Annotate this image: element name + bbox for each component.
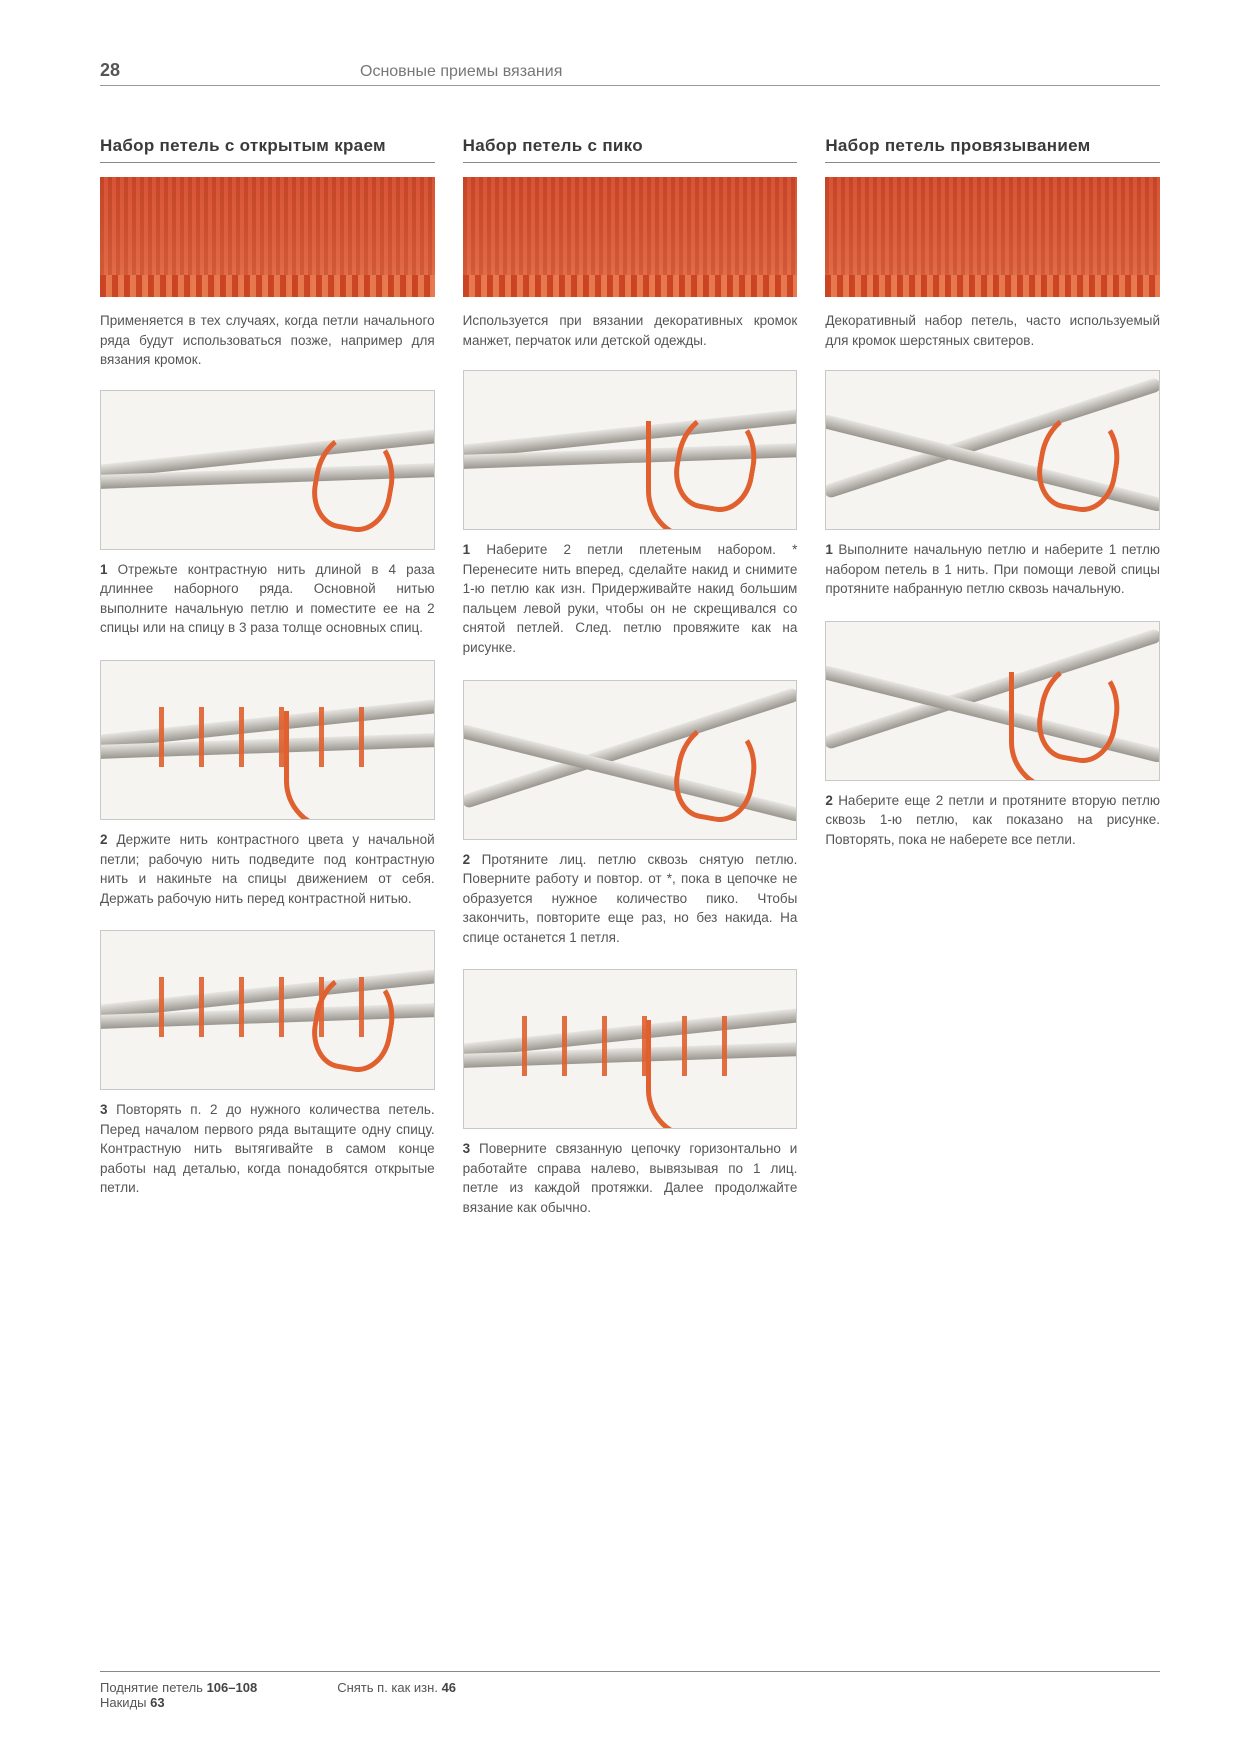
col2-step2: 2 Протяните лиц. петлю сквозь снятую пет… (463, 680, 798, 948)
column-2: Набор петель с пико Используется при вяз… (463, 136, 798, 1240)
col1-title: Набор петель с открытым краем (100, 136, 435, 163)
page-number: 28 (100, 60, 360, 81)
page-header: 28 Основные приемы вязания (100, 60, 1160, 86)
chapter-title: Основные приемы вязания (360, 63, 562, 81)
col3-step2: 2 Наберите еще 2 петли и протяните втору… (825, 621, 1160, 850)
col3-intro: Декоративный набор петель, часто использ… (825, 311, 1160, 350)
col3-title: Набор петель провязыванием (825, 136, 1160, 163)
knit-swatch-2 (463, 177, 798, 297)
step-text: 3 Повторять п. 2 до нужного количества п… (100, 1100, 435, 1198)
col2-intro: Используется при вязании декоративных кр… (463, 311, 798, 350)
step-text: 1 Выполните начальную петлю и наберите 1… (825, 540, 1160, 599)
col1-step1: 1 Отрежьте контрастную нить длиной в 4 р… (100, 390, 435, 638)
col1-step3: 3 Повторять п. 2 до нужного количества п… (100, 930, 435, 1198)
knit-swatch-3 (825, 177, 1160, 297)
footer-ref-2: Снять п. как изн. 46 (337, 1680, 456, 1710)
illustration (463, 680, 798, 840)
step-text: 1 Отрежьте контрастную нить длиной в 4 р… (100, 560, 435, 638)
illustration (825, 370, 1160, 530)
footer-ref-1: Поднятие петель 106–108 Накиды 63 (100, 1680, 257, 1710)
illustration (100, 930, 435, 1090)
column-1: Набор петель с открытым краем Применяетс… (100, 136, 435, 1240)
column-3: Набор петель провязыванием Декоративный … (825, 136, 1160, 1240)
col2-step3: 3 Поверните связанную цепочку горизонтал… (463, 969, 798, 1217)
illustration (463, 969, 798, 1129)
illustration (825, 621, 1160, 781)
illustration (100, 660, 435, 820)
page-footer: Поднятие петель 106–108 Накиды 63 Снять … (100, 1671, 1160, 1710)
col2-step1: 1 Наберите 2 петли плетеным набором. * П… (463, 370, 798, 657)
step-text: 1 Наберите 2 петли плетеным набором. * П… (463, 540, 798, 657)
step-text: 3 Поверните связанную цепочку горизонтал… (463, 1139, 798, 1217)
col1-intro: Применяется в тех случаях, когда петли н… (100, 311, 435, 370)
step-text: 2 Наберите еще 2 петли и протяните втору… (825, 791, 1160, 850)
col2-title: Набор петель с пико (463, 136, 798, 163)
col3-step1: 1 Выполните начальную петлю и наберите 1… (825, 370, 1160, 599)
col1-step2: 2 Держите нить контрастного цвета у нача… (100, 660, 435, 908)
content-columns: Набор петель с открытым краем Применяетс… (100, 136, 1160, 1240)
illustration (100, 390, 435, 550)
knit-swatch-1 (100, 177, 435, 297)
illustration (463, 370, 798, 530)
step-text: 2 Держите нить контрастного цвета у нача… (100, 830, 435, 908)
step-text: 2 Протяните лиц. петлю сквозь снятую пет… (463, 850, 798, 948)
